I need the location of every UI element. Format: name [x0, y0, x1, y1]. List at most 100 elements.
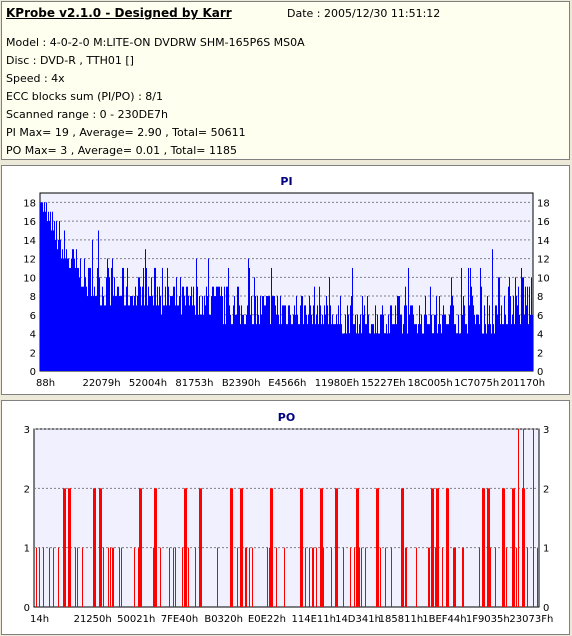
po-bar — [502, 488, 503, 607]
pi-bar — [475, 324, 476, 371]
po-bar — [385, 547, 386, 607]
pi-bar — [98, 230, 99, 371]
pi-bar — [252, 324, 253, 371]
po-bar — [272, 488, 273, 607]
pi-bar — [512, 314, 513, 371]
pi-bar — [106, 277, 107, 371]
pi-bar — [300, 305, 301, 371]
pi-bar — [449, 314, 450, 371]
y-tick-label-left: 8 — [30, 292, 36, 303]
pi-bar — [385, 333, 386, 371]
pi-bar — [133, 305, 134, 371]
scan-date: Date : 2005/12/30 11:51:12 — [287, 7, 441, 20]
pi-bar — [513, 296, 514, 371]
pi-bar — [486, 333, 487, 371]
pi-bar — [117, 286, 118, 371]
pi-bar — [164, 305, 165, 371]
pi-bar — [103, 296, 104, 371]
y-tick-label-right: 0 — [537, 367, 543, 378]
pi-bar — [500, 324, 501, 371]
pi-bar — [526, 305, 527, 371]
pi-bar — [515, 277, 516, 371]
po-bar — [455, 547, 456, 607]
pi-bar — [285, 305, 286, 371]
po-bar — [522, 488, 523, 607]
po-bar — [488, 488, 489, 607]
pi-bar — [176, 277, 177, 371]
pi-bar — [474, 314, 475, 371]
pi-bar — [446, 324, 447, 371]
pi-bar — [508, 286, 509, 371]
pi-bar — [527, 286, 528, 371]
pi-bar — [74, 258, 75, 371]
pi-bar — [87, 296, 88, 371]
x-tick-label: 88h — [36, 378, 55, 389]
pi-bar — [483, 333, 484, 371]
po-bar — [479, 547, 480, 607]
y-tick-label-left: 10 — [23, 273, 36, 284]
pi-bar — [149, 296, 150, 371]
x-tick-label: 18C005h — [408, 378, 453, 389]
po-bar — [321, 488, 322, 607]
pi-bar — [376, 333, 377, 371]
po-bar — [182, 547, 183, 607]
pi-bar — [390, 305, 391, 371]
po-bar — [70, 488, 71, 607]
pi-bar — [108, 267, 109, 371]
pi-bar — [521, 267, 522, 371]
pi-bar — [319, 286, 320, 371]
pi-bar — [451, 277, 452, 371]
pi-bar — [358, 333, 359, 371]
pi-bar — [132, 296, 133, 371]
pi-bar — [345, 314, 346, 371]
pi-bar — [408, 267, 409, 371]
pi-bar — [489, 305, 490, 371]
pi-bar — [441, 333, 442, 371]
po-bar — [323, 547, 324, 607]
po-bar — [437, 488, 438, 607]
pi-bar — [240, 324, 241, 371]
pi-bar — [386, 324, 387, 371]
po-bar — [284, 547, 285, 607]
po-bar — [110, 547, 111, 607]
pi-bar — [284, 305, 285, 371]
pi-bar — [69, 267, 70, 371]
x-tick-label: 14h — [30, 614, 49, 625]
po-bar — [454, 547, 455, 607]
range-line: Scanned range : 0 - 230DE7h — [6, 108, 168, 121]
pi-bar — [391, 305, 392, 371]
po-bar — [350, 547, 351, 607]
pi-bar — [233, 305, 234, 371]
po-bar — [487, 488, 488, 607]
pi-bar — [301, 296, 302, 371]
x-tick-label: B0320h — [204, 614, 243, 625]
pi-bar — [389, 333, 390, 371]
pi-bar — [148, 286, 149, 371]
po-bar — [39, 547, 40, 607]
pi-bar — [259, 324, 260, 371]
pi-bar — [382, 305, 383, 371]
pi-bar — [520, 324, 521, 371]
pi-bar — [174, 286, 175, 371]
pi-bar — [302, 296, 303, 371]
po-bar — [156, 488, 157, 607]
pi-bar — [468, 267, 469, 371]
pi-bar — [436, 296, 437, 371]
po-bar — [173, 547, 174, 607]
pi-bar — [392, 324, 393, 371]
pi-bar — [328, 324, 329, 371]
pi-bar — [511, 324, 512, 371]
pi-bar — [485, 324, 486, 371]
pi-bar — [261, 314, 262, 371]
po-bar — [512, 488, 513, 607]
pi-bar — [160, 296, 161, 371]
pi-bar — [309, 296, 310, 371]
pi-bar — [105, 305, 106, 371]
po-bar — [537, 547, 538, 607]
po-chart: PO 0 0 1 1 2 2 3 3 14h 21250h 50021h 7FE40h B0320h E0E… — [24, 411, 554, 625]
y-tick-label-right: 16 — [537, 217, 550, 228]
pi-bar — [199, 296, 200, 371]
pi-bar — [519, 314, 520, 371]
pi-bar — [100, 305, 101, 371]
pi-bar — [269, 296, 270, 371]
